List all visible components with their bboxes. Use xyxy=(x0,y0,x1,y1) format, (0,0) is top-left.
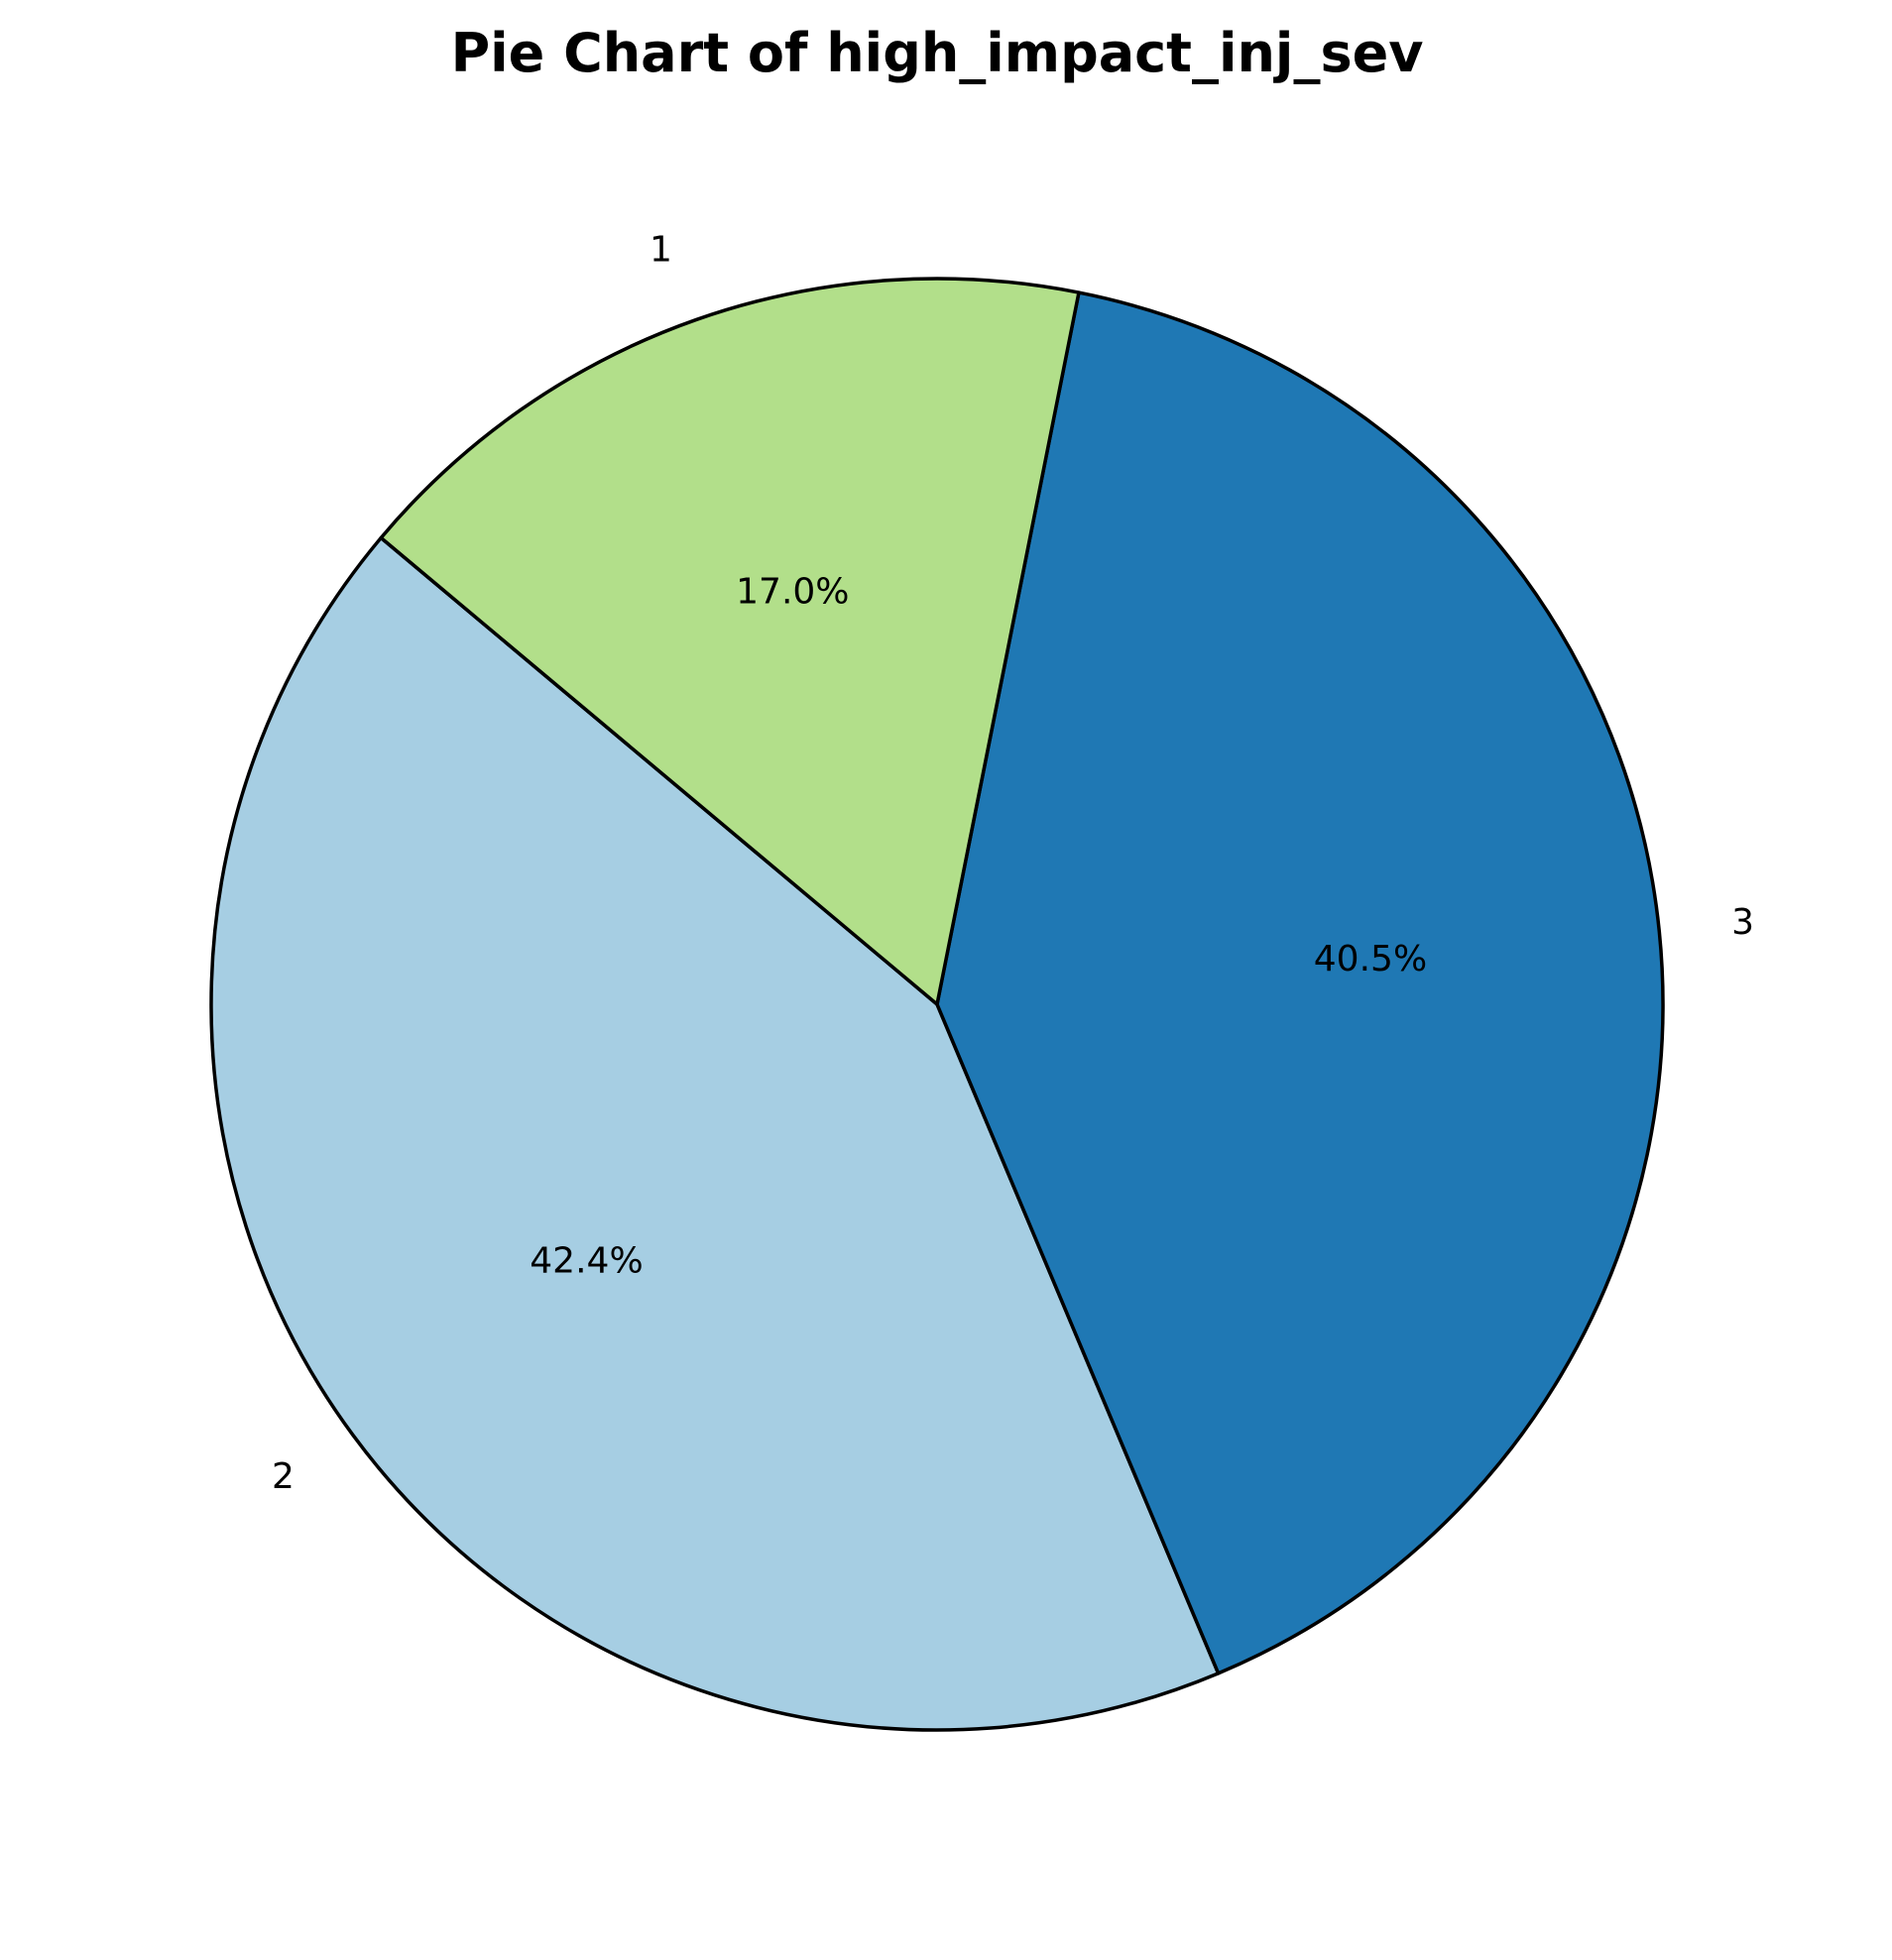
pie-slices xyxy=(209,277,1665,1732)
slice-percent-2: 42.4% xyxy=(530,1241,643,1282)
pie-slice-3 xyxy=(935,290,1665,1675)
slice-label-2: 2 xyxy=(272,1456,295,1497)
pie-slice-2 xyxy=(209,535,1221,1732)
slice-label-3: 3 xyxy=(1731,902,1754,943)
chart-title: Pie Chart of high_impact_inj_sev xyxy=(451,22,1424,84)
pie-slice-1 xyxy=(379,277,1081,1006)
slice-percent-3: 40.5% xyxy=(1314,939,1427,980)
pie-labels: 2 42.4% 3 40.5% 1 17.0% xyxy=(272,229,1754,1496)
slice-label-1: 1 xyxy=(650,229,672,270)
slice-percent-1: 17.0% xyxy=(736,572,849,613)
